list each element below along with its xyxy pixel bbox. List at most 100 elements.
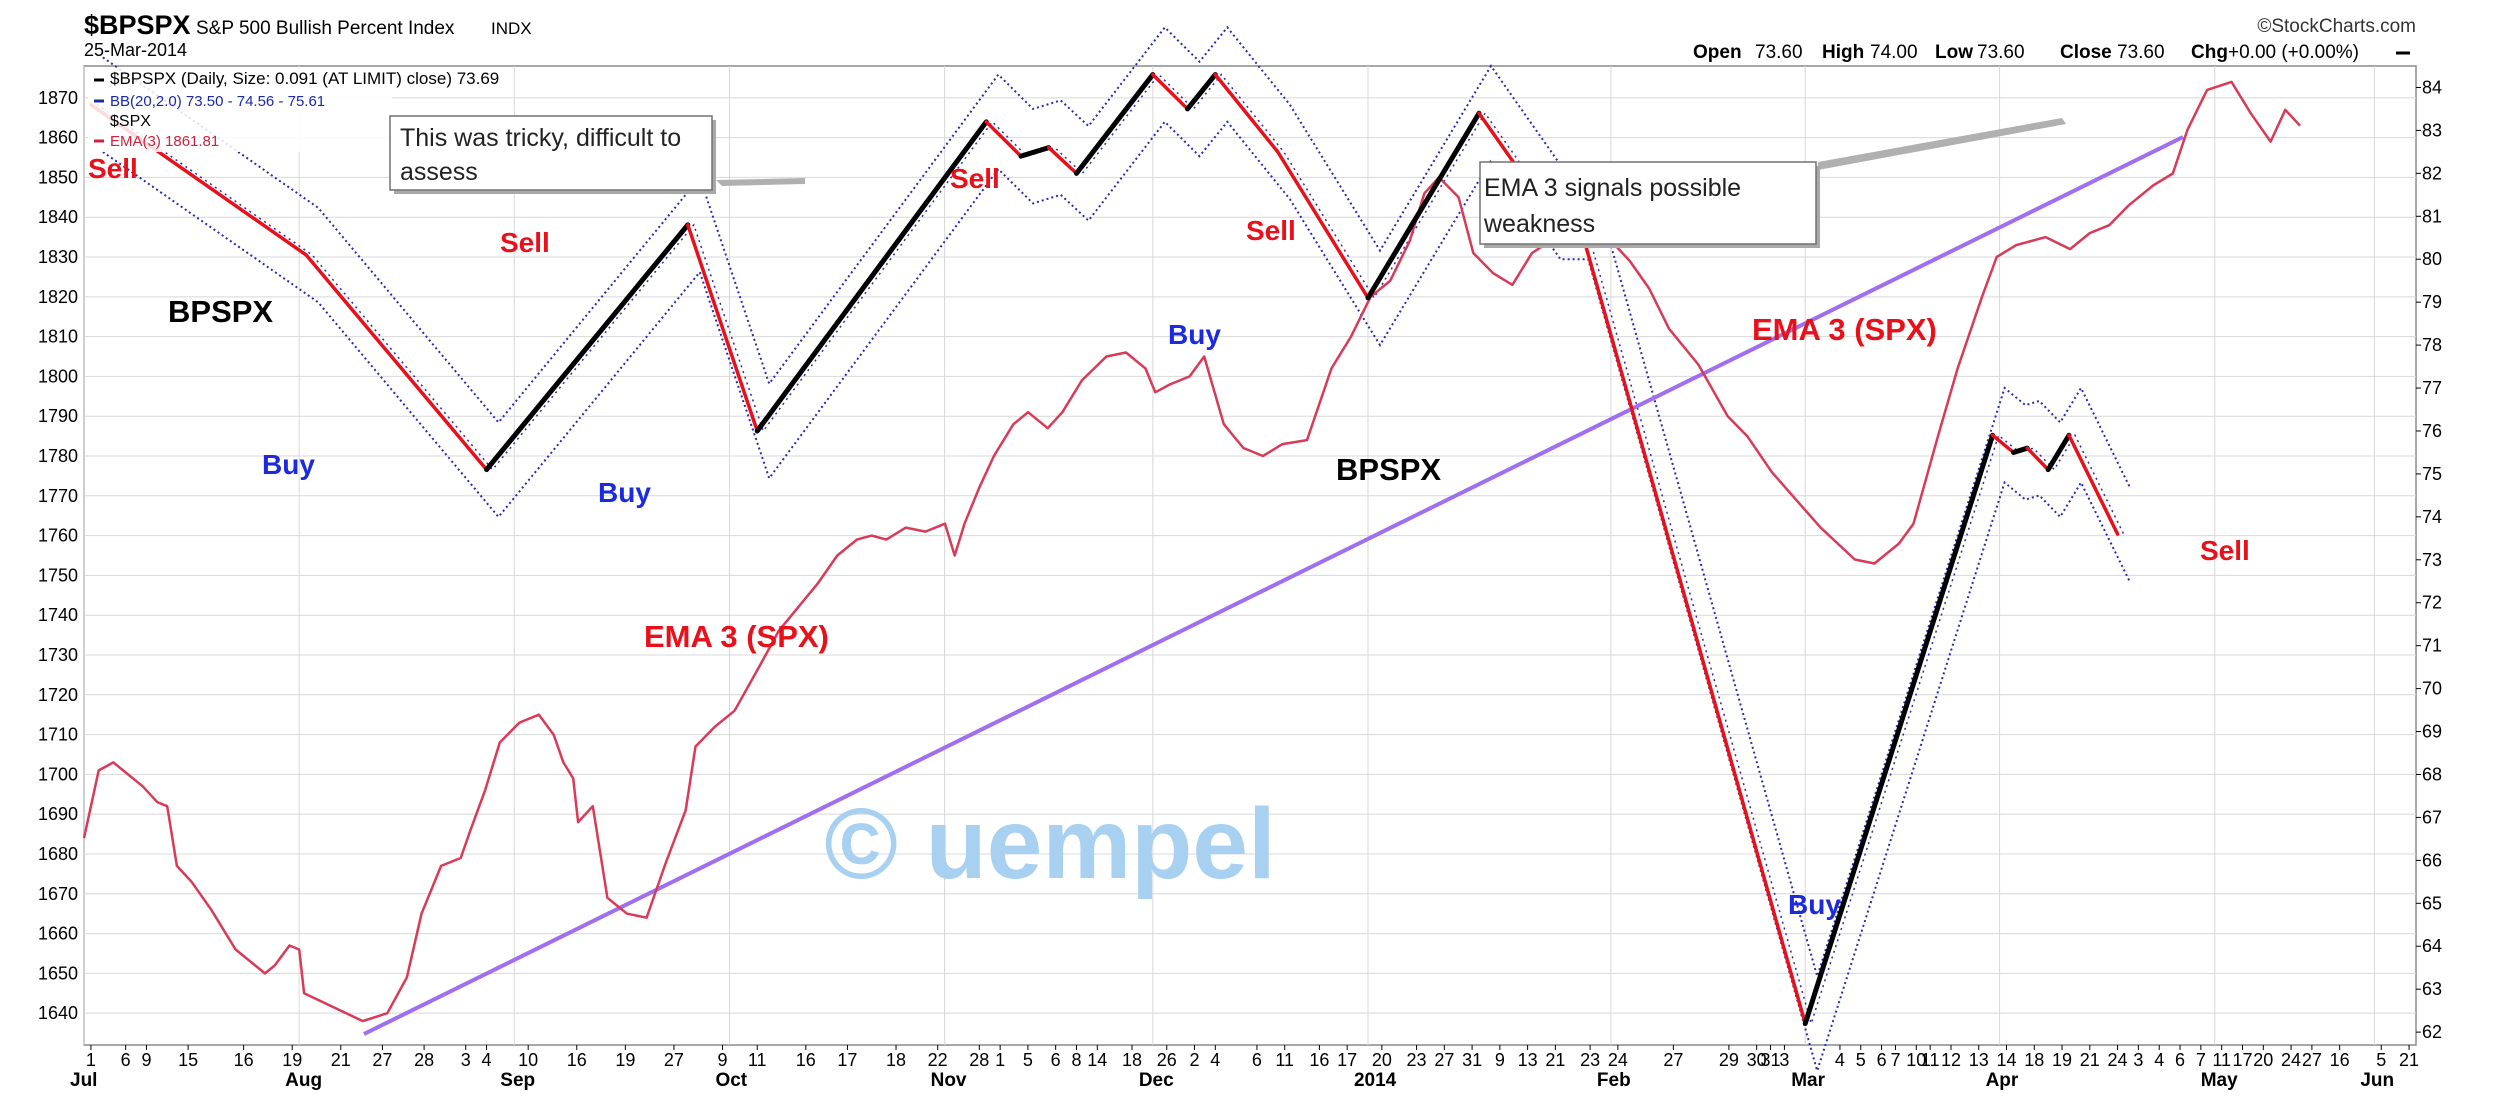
signal-label-buy: Buy	[1168, 319, 1221, 350]
right-tick-label: 69	[2422, 722, 2442, 742]
right-tick-label: 78	[2422, 335, 2442, 355]
left-tick-label: 1730	[38, 645, 78, 665]
right-tick-label: 62	[2422, 1022, 2442, 1042]
day-tick-label: 31	[1761, 1050, 1781, 1070]
day-tick-label: 5	[1856, 1050, 1866, 1070]
signal-label-bpspx: BPSPX	[1336, 452, 1441, 487]
bpspx-segment	[1574, 210, 1807, 1026]
day-tick-label: 6	[1877, 1050, 1887, 1070]
callout-ema-line1: EMA 3 signals possible	[1484, 174, 1741, 202]
day-tick-label: 21	[331, 1050, 351, 1070]
month-label: Oct	[715, 1070, 747, 1091]
bb-upper-band	[102, 25, 2131, 980]
stockcharts-brand: ©StockCharts.com	[2257, 16, 2416, 37]
bpspx-segment	[686, 223, 759, 433]
callout-tricky: This was tricky, difficult to assess	[389, 115, 805, 194]
bpspx-layer	[89, 72, 2120, 1027]
bpspx-segment	[1990, 433, 2016, 455]
signal-label-buy: Buy	[1788, 889, 1841, 920]
grid	[83, 66, 2416, 1045]
signal-label-ema-3-spx-: EMA 3 (SPX)	[644, 619, 829, 654]
left-tick-label: 1680	[38, 844, 78, 864]
right-tick-label: 72	[2422, 593, 2442, 613]
day-tick-label: 6	[1051, 1050, 1061, 1070]
legend-bpspx: $BPSPX (Daily, Size: 0.091 (AT LIMIT) cl…	[110, 69, 499, 88]
callout-tricky-box	[389, 115, 713, 191]
signal-label-ema-3-spx-: EMA 3 (SPX)	[1752, 312, 1937, 347]
open-value: 73.60	[1755, 42, 1803, 63]
day-tick-label: 1	[995, 1050, 1005, 1070]
day-tick-label: 16	[796, 1050, 816, 1070]
signal-label-sell: Sell	[2200, 535, 2250, 566]
day-tick-label: 24	[1608, 1050, 1628, 1070]
left-tick-label: 1790	[38, 406, 78, 426]
day-tick-label: 24	[2108, 1050, 2128, 1070]
bpspx-segment	[1213, 72, 1280, 154]
bpspx-segment	[754, 119, 989, 434]
left-tick-label: 1780	[38, 446, 78, 466]
day-tick-label: 7	[2196, 1050, 2206, 1070]
left-tick-label: 1800	[38, 366, 78, 386]
bpspx-segment	[1365, 110, 1482, 301]
right-tick-label: 76	[2422, 421, 2442, 441]
month-label: Apr	[1986, 1070, 2019, 1091]
bpspx-segment	[1802, 432, 1996, 1027]
bpspx-segment	[484, 222, 691, 473]
day-tick-label: 13	[1518, 1050, 1538, 1070]
right-tick-label: 71	[2422, 636, 2442, 656]
day-tick-label: 19	[282, 1050, 302, 1070]
day-tick-label: 19	[615, 1050, 635, 1070]
high-value: 74.00	[1870, 42, 1918, 63]
bollinger-bands	[96, 25, 2131, 1075]
day-tick-label: 29	[1719, 1050, 1739, 1070]
day-tick-label: 16	[2330, 1050, 2350, 1070]
left-axis: 1640 1650 1660 1670 1680 1690 1700 1710 1720 1730…	[38, 88, 78, 1023]
right-tick-label: 65	[2422, 893, 2442, 913]
ema-layer	[82, 80, 2301, 1023]
right-tick-label: 79	[2422, 292, 2442, 312]
callout-tricky-line2: assess	[400, 158, 478, 186]
legend-spx: $SPX	[110, 113, 151, 130]
day-tick-label: 26	[1157, 1050, 1177, 1070]
day-tick-label: 4	[2154, 1050, 2164, 1070]
day-tick-label: 18	[2024, 1050, 2044, 1070]
left-tick-label: 1840	[38, 207, 78, 227]
left-tick-label: 1810	[38, 327, 78, 347]
day-tick-label: 15	[178, 1050, 198, 1070]
day-tick-label: 28	[414, 1050, 434, 1070]
right-tick-label: 67	[2422, 807, 2442, 827]
left-tick-label: 1870	[38, 88, 78, 108]
day-tick-label: 9	[718, 1050, 728, 1070]
bpspx-segment	[2067, 433, 2120, 536]
day-tick-label: 14	[1996, 1050, 2016, 1070]
chart-date: 25-Mar-2014	[84, 40, 187, 60]
day-tick-label: 16	[567, 1050, 587, 1070]
chart-symbol: $BPSPX	[84, 10, 191, 40]
bpspx-segment	[2045, 432, 2072, 473]
month-label: Feb	[1597, 1070, 1631, 1091]
day-tick-label: 10	[518, 1050, 538, 1070]
bpspx-segment	[1046, 145, 1079, 176]
day-tick-label: 17	[837, 1050, 857, 1070]
open-label: Open	[1693, 42, 1742, 63]
month-label: May	[2201, 1070, 2238, 1091]
day-tick-label: 27	[2302, 1050, 2322, 1070]
day-tick-label: 16	[1309, 1050, 1329, 1070]
day-tick-label: 18	[886, 1050, 906, 1070]
day-tick-label: 9	[1495, 1050, 1505, 1070]
day-tick-label: 23	[1580, 1050, 1600, 1070]
day-tick-label: 13	[1969, 1050, 1989, 1070]
day-tick-label: 3	[1779, 1050, 1789, 1070]
callout-tricky-line1: This was tricky, difficult to	[400, 124, 681, 152]
low-value: 73.60	[1977, 42, 2025, 63]
day-tick-label: 17	[1337, 1050, 1357, 1070]
low-label: Low	[1935, 42, 1973, 63]
day-tick-label: 4	[1835, 1050, 1845, 1070]
close-label: Close	[2060, 42, 2112, 63]
day-tick-label: 3	[2133, 1050, 2143, 1070]
signal-label-sell: Sell	[88, 153, 138, 184]
left-tick-label: 1860	[38, 128, 78, 148]
quote-line: Open 73.60 High 74.00 Low 73.60 Close 73…	[1693, 42, 2410, 63]
